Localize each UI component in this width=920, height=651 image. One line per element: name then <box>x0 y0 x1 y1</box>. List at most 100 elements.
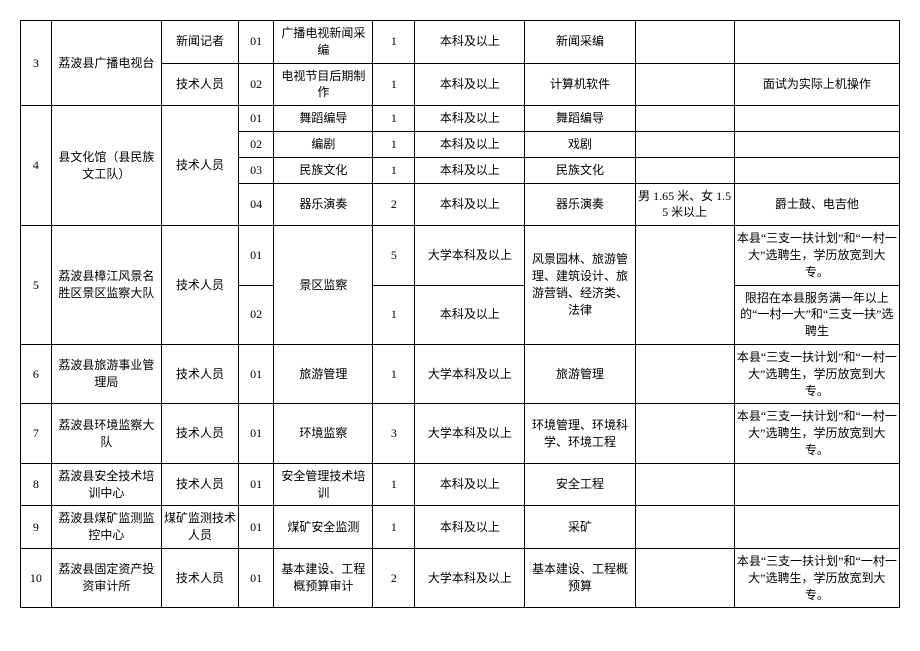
cell-edu: 大学本科及以上 <box>415 548 525 607</box>
cell-edu: 本科及以上 <box>415 63 525 106</box>
cell-major: 戏剧 <box>525 131 635 157</box>
cell-code: 03 <box>239 157 274 183</box>
cell-edu: 大学本科及以上 <box>415 344 525 403</box>
cell-edu: 本科及以上 <box>415 506 525 549</box>
cell-pos: 新闻记者 <box>161 21 238 64</box>
cell-edu: 本科及以上 <box>415 463 525 506</box>
cell-count: 1 <box>373 344 415 403</box>
table-row: 6 荔波县旅游事业管理局 技术人员 01 旅游管理 1 大学本科及以上 旅游管理… <box>21 344 900 403</box>
cell-pos: 技术人员 <box>161 404 238 463</box>
cell-org: 县文化馆（县民族文工队） <box>51 106 161 226</box>
cell-count: 1 <box>373 63 415 106</box>
cell-req: 男 1.65 米、女 1.55 米以上 <box>635 183 734 226</box>
cell-count: 3 <box>373 404 415 463</box>
cell-edu: 本科及以上 <box>415 157 525 183</box>
cell-pos: 技术人员 <box>161 344 238 403</box>
cell-note <box>734 157 899 183</box>
cell-req <box>635 21 734 64</box>
cell-index: 10 <box>21 548 52 607</box>
cell-edu: 本科及以上 <box>415 183 525 226</box>
cell-code: 01 <box>239 506 274 549</box>
cell-index: 6 <box>21 344 52 403</box>
cell-pos: 技术人员 <box>161 463 238 506</box>
cell-note: 爵士鼓、电吉他 <box>734 183 899 226</box>
cell-note <box>734 106 899 132</box>
cell-index: 3 <box>21 21 52 106</box>
cell-edu: 本科及以上 <box>415 21 525 64</box>
cell-req <box>635 506 734 549</box>
cell-major: 舞蹈编导 <box>525 106 635 132</box>
cell-post: 煤矿安全监测 <box>274 506 373 549</box>
cell-pos: 技术人员 <box>161 63 238 106</box>
cell-pos: 技术人员 <box>161 226 238 345</box>
cell-post: 环境监察 <box>274 404 373 463</box>
cell-post: 民族文化 <box>274 157 373 183</box>
cell-post: 旅游管理 <box>274 344 373 403</box>
cell-req <box>635 463 734 506</box>
cell-major: 新闻采编 <box>525 21 635 64</box>
table-row: 7 荔波县环境监察大队 技术人员 01 环境监察 3 大学本科及以上 环境管理、… <box>21 404 900 463</box>
cell-post: 器乐演奏 <box>274 183 373 226</box>
cell-note: 本县“三支一扶计划”和“一村一大”选聘生，学历放宽到大专。 <box>734 404 899 463</box>
cell-major: 旅游管理 <box>525 344 635 403</box>
cell-pos: 技术人员 <box>161 548 238 607</box>
cell-index: 7 <box>21 404 52 463</box>
cell-req <box>635 226 734 345</box>
cell-major: 风景园林、旅游管理、建筑设计、旅游营销、经济类、法律 <box>525 226 635 345</box>
cell-req <box>635 344 734 403</box>
cell-note: 本县“三支一扶计划”和“一村一大”选聘生，学历放宽到大专。 <box>734 344 899 403</box>
cell-code: 01 <box>239 548 274 607</box>
table-row: 3 荔波县广播电视台 新闻记者 01 广播电视新闻采编 1 本科及以上 新闻采编 <box>21 21 900 64</box>
cell-post: 舞蹈编导 <box>274 106 373 132</box>
cell-count: 1 <box>373 463 415 506</box>
cell-org: 荔波县旅游事业管理局 <box>51 344 161 403</box>
cell-major: 器乐演奏 <box>525 183 635 226</box>
cell-major: 计算机软件 <box>525 63 635 106</box>
cell-post: 基本建设、工程概预算审计 <box>274 548 373 607</box>
cell-note: 本县“三支一扶计划”和“一村一大”选聘生，学历放宽到大专。 <box>734 226 899 285</box>
cell-org: 荔波县煤矿监测监控中心 <box>51 506 161 549</box>
cell-note <box>734 131 899 157</box>
cell-index: 9 <box>21 506 52 549</box>
cell-code: 01 <box>239 226 274 285</box>
cell-org: 荔波县安全技术培训中心 <box>51 463 161 506</box>
table-row: 8 荔波县安全技术培训中心 技术人员 01 安全管理技术培训 1 本科及以上 安… <box>21 463 900 506</box>
cell-post: 编剧 <box>274 131 373 157</box>
cell-code: 02 <box>239 131 274 157</box>
table-row: 9 荔波县煤矿监测监控中心 煤矿监测技术人员 01 煤矿安全监测 1 本科及以上… <box>21 506 900 549</box>
cell-req <box>635 404 734 463</box>
cell-post: 电视节目后期制作 <box>274 63 373 106</box>
cell-count: 1 <box>373 131 415 157</box>
cell-major: 采矿 <box>525 506 635 549</box>
cell-post: 广播电视新闻采编 <box>274 21 373 64</box>
cell-count: 2 <box>373 548 415 607</box>
cell-code: 04 <box>239 183 274 226</box>
cell-count: 1 <box>373 285 415 344</box>
cell-count: 1 <box>373 157 415 183</box>
cell-org: 荔波县环境监察大队 <box>51 404 161 463</box>
cell-count: 1 <box>373 106 415 132</box>
recruitment-table: 3 荔波县广播电视台 新闻记者 01 广播电视新闻采编 1 本科及以上 新闻采编… <box>20 20 900 608</box>
cell-req <box>635 63 734 106</box>
cell-post: 安全管理技术培训 <box>274 463 373 506</box>
cell-index: 4 <box>21 106 52 226</box>
cell-count: 2 <box>373 183 415 226</box>
cell-pos: 煤矿监测技术人员 <box>161 506 238 549</box>
cell-major: 安全工程 <box>525 463 635 506</box>
cell-count: 1 <box>373 506 415 549</box>
cell-code: 01 <box>239 344 274 403</box>
cell-edu: 本科及以上 <box>415 131 525 157</box>
cell-edu: 本科及以上 <box>415 285 525 344</box>
cell-pos: 技术人员 <box>161 106 238 226</box>
cell-org: 荔波县广播电视台 <box>51 21 161 106</box>
cell-code: 02 <box>239 63 274 106</box>
cell-edu: 大学本科及以上 <box>415 404 525 463</box>
cell-note <box>734 463 899 506</box>
table-row: 4 县文化馆（县民族文工队） 技术人员 01 舞蹈编导 1 本科及以上 舞蹈编导 <box>21 106 900 132</box>
cell-note <box>734 21 899 64</box>
cell-count: 1 <box>373 21 415 64</box>
cell-note: 面试为实际上机操作 <box>734 63 899 106</box>
cell-index: 8 <box>21 463 52 506</box>
cell-org: 荔波县固定资产投资审计所 <box>51 548 161 607</box>
cell-code: 01 <box>239 404 274 463</box>
